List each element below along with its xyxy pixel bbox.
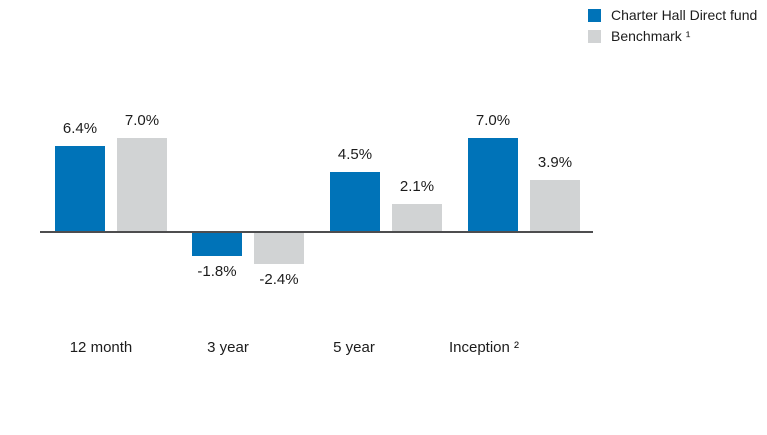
value-label-charter-hall-direct-fund-5-year: 4.5% [337,146,373,163]
bar-charter-hall-direct-fund-3-year [192,232,242,256]
legend-label: Benchmark ¹ [611,28,691,44]
bar-charter-hall-direct-fund-inception [468,138,518,232]
value-label-benchmark-3-year: -2.4% [259,271,299,288]
value-label-benchmark-5-year: 2.1% [399,178,435,195]
bar-charter-hall-direct-fund-12-month [55,146,105,232]
value-label-charter-hall-direct-fund-3-year: -1.8% [197,263,237,280]
value-label-charter-hall-direct-fund-inception: 7.0% [475,112,511,129]
category-label-inception: Inception ² [448,339,520,356]
legend-swatch-icon [588,8,601,22]
bar-charter-hall-direct-fund-5-year [330,172,380,232]
category-label-5-year: 5 year [333,339,375,356]
value-label-charter-hall-direct-fund-12-month: 6.4% [62,120,98,137]
bar-benchmark-5-year [392,204,442,232]
legend-label: Charter Hall Direct fund [611,7,758,23]
bar-benchmark-12-month [117,138,167,232]
x-axis-baseline [40,231,593,233]
legend-swatch-icon [588,29,601,43]
chart-legend: Charter Hall Direct fund Benchmark ¹ [588,7,757,49]
value-label-benchmark-inception: 3.9% [537,154,573,171]
value-label-benchmark-12-month: 7.0% [124,112,160,129]
legend-item-benchmark: Benchmark ¹ [588,28,757,44]
category-label-12-month: 12 month [69,339,133,356]
bar-benchmark-inception [530,180,580,232]
bar-benchmark-3-year [254,232,304,264]
category-label-3-year: 3 year [207,339,249,356]
legend-item-charter-hall-direct-fund: Charter Hall Direct fund [588,7,757,23]
